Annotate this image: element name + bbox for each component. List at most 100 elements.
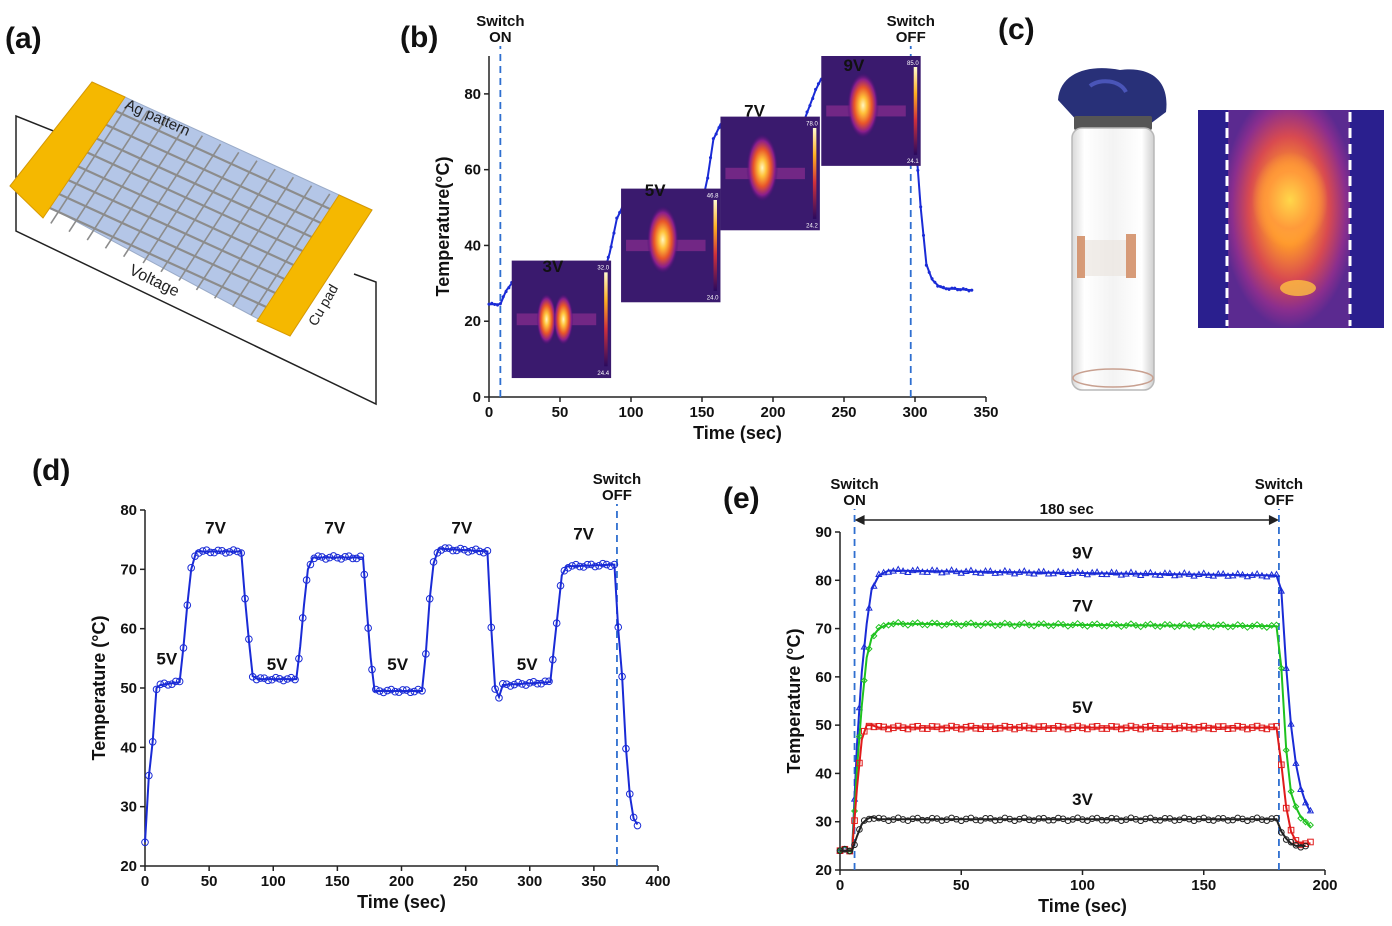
thermal-inset: 78.0 24.2 <box>720 116 820 231</box>
data-point-triangle <box>1195 570 1203 578</box>
switch-label-top: Switch <box>1255 476 1303 493</box>
x-tick-label: 150 <box>325 873 350 890</box>
data-point-circle <box>1181 814 1188 822</box>
data-point-circle <box>160 679 169 688</box>
data-point-circle <box>602 560 611 569</box>
data-point-circle <box>502 680 511 688</box>
data-point-circle <box>622 744 630 753</box>
data-point-circle <box>472 545 480 554</box>
data-point-circle <box>928 814 936 822</box>
data-point-dot <box>964 287 968 291</box>
y-tick-label: 20 <box>815 862 832 879</box>
y-tick-label: 40 <box>120 739 137 756</box>
switch-label-bottom: OFF <box>896 29 926 46</box>
x-tick-label: 150 <box>689 404 714 421</box>
data-point-diamond <box>918 621 926 629</box>
data-point-circle <box>372 685 380 694</box>
data-point-circle <box>1151 816 1159 824</box>
data-point-circle <box>599 559 607 568</box>
data-point-circle <box>1195 815 1203 823</box>
data-point-circle <box>318 553 326 561</box>
data-point-circle <box>606 562 615 571</box>
data-point-triangle <box>938 568 946 576</box>
data-point-circle <box>352 554 361 563</box>
data-point-circle <box>1025 816 1033 824</box>
data-point-dot <box>967 289 971 293</box>
data-point-triangle <box>865 604 873 611</box>
ag-line-long <box>55 191 281 297</box>
data-point-circle <box>398 686 407 694</box>
thermal-inset-colorbar <box>913 66 918 155</box>
data-point-square <box>1297 841 1305 849</box>
data-point-triangle <box>880 568 888 576</box>
data-point-diamond <box>1209 623 1217 631</box>
data-point-circle <box>364 624 372 632</box>
data-point-triangle <box>1127 568 1135 575</box>
data-point-square <box>894 722 902 730</box>
data-point-circle <box>322 555 330 563</box>
data-point-diamond <box>928 619 936 627</box>
y-tick-label: 70 <box>120 561 137 578</box>
data-point-circle <box>279 676 288 685</box>
data-point-diamond <box>1137 623 1145 631</box>
y-tick-label: 20 <box>120 858 137 875</box>
data-point-circle <box>187 564 195 572</box>
data-point-diamond <box>996 621 1004 629</box>
data-point-circle <box>1045 817 1052 824</box>
data-point-circle <box>206 548 215 557</box>
data-point-square <box>1103 725 1111 732</box>
x-tick-label: 200 <box>760 404 785 421</box>
data-point-triangle <box>1209 572 1218 579</box>
thermal-inset-scale-top: 85.0 <box>907 61 919 67</box>
data-point-circle <box>1297 843 1305 851</box>
data-point-dot <box>504 290 508 294</box>
data-point-square <box>953 724 960 731</box>
data-point-triangle <box>1064 570 1072 578</box>
data-point-square <box>856 759 863 767</box>
data-point-square <box>1030 725 1038 733</box>
switch-label-top: Switch <box>476 13 524 30</box>
data-point-triangle <box>1272 570 1281 578</box>
data-point-square <box>938 725 946 733</box>
data-point-circle <box>587 560 596 569</box>
data-point-square <box>1219 723 1227 730</box>
data-point-diamond <box>1292 803 1300 811</box>
data-point-diamond <box>1001 619 1009 627</box>
thermal-inset-scale-top: 46.8 <box>707 194 719 200</box>
data-point-triangle <box>1200 569 1208 576</box>
thermal-hotspot <box>1252 152 1328 248</box>
data-point-dot <box>615 216 619 220</box>
x-axis-title: Time (sec) <box>357 892 446 912</box>
x-tick-label: 400 <box>645 873 670 890</box>
data-point-triangle <box>986 567 994 574</box>
data-point-dot <box>921 233 926 237</box>
data-point-diamond <box>1239 622 1247 630</box>
data-point-circle <box>241 594 249 603</box>
data-point-square <box>1054 722 1062 730</box>
y-tick-label: 60 <box>120 621 137 638</box>
data-point-circle <box>506 682 515 690</box>
ag-line-short <box>104 126 185 249</box>
data-point-circle <box>846 847 854 855</box>
data-point-dot <box>970 288 974 292</box>
data-point-dot <box>606 255 610 259</box>
data-point-square <box>1161 723 1169 730</box>
panel-label-d: (d) <box>32 454 70 487</box>
data-point-square <box>933 723 941 731</box>
data-point-triangle <box>1297 785 1305 793</box>
data-point-triangle <box>1093 568 1101 575</box>
data-point-square <box>1263 725 1271 733</box>
x-tick-label: 100 <box>261 873 286 890</box>
voltage-annotation: 5V <box>267 655 288 674</box>
data-point-dot <box>708 156 713 160</box>
data-point-circle <box>518 680 526 688</box>
data-point-diamond <box>1287 788 1295 796</box>
data-point-square <box>1025 724 1033 732</box>
switch-label-top: Switch <box>830 476 878 493</box>
panel-label-b: (b) <box>400 21 438 54</box>
data-point-square <box>1147 722 1154 730</box>
data-point-triangle <box>1166 569 1174 577</box>
y-tick-label: 70 <box>815 621 832 638</box>
data-point-dot <box>714 132 718 136</box>
data-point-dot <box>495 303 500 307</box>
